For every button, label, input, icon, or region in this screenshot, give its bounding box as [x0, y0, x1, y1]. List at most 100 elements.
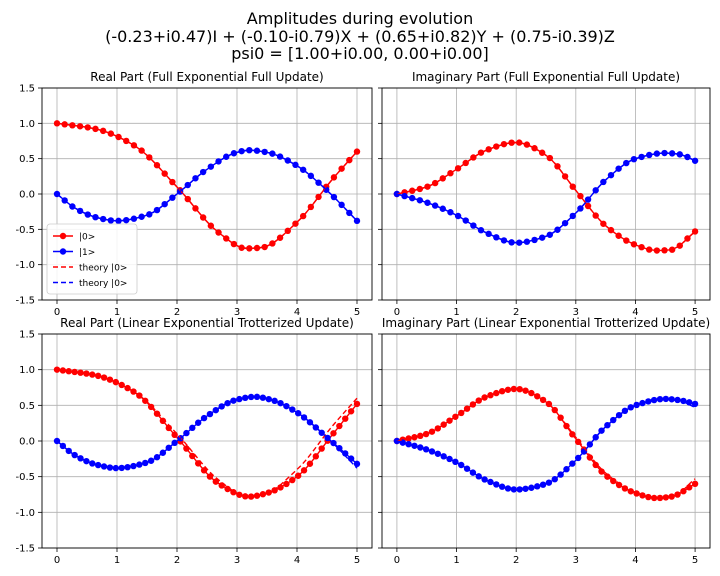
data-point [99, 215, 107, 223]
x-tick-label: 2 [174, 307, 180, 318]
x-tick-label: 3 [573, 307, 579, 318]
x-tick-label: 3 [234, 307, 240, 318]
y-tick-label: 0.0 [19, 190, 35, 201]
data-point [424, 183, 431, 190]
data-point [353, 460, 361, 468]
data-point [422, 430, 430, 438]
plot-area [393, 139, 699, 254]
x-tick-label: 4 [632, 307, 638, 318]
data-point [247, 393, 255, 401]
figure-title: Amplitudes during evolution (-0.23+i0.47… [105, 9, 615, 63]
data-point [610, 477, 617, 485]
x-tick-label: 0 [394, 307, 400, 318]
x-tick-label: 2 [513, 307, 519, 318]
data-point [242, 394, 249, 402]
data-point [615, 481, 623, 489]
data-point [653, 150, 661, 157]
data-point [277, 399, 284, 407]
x-tick-label: 1 [453, 555, 459, 566]
x-tick-label: 2 [174, 555, 180, 566]
series-theory-line [56, 396, 358, 469]
x-tick-label: 1 [114, 307, 120, 318]
series-theory-line [56, 122, 358, 250]
data-point [283, 480, 290, 488]
data-point [416, 185, 424, 193]
suptitle-line-3: psi0 = [1.00+i0.00, 0.00+i0.00] [231, 44, 489, 63]
data-point [656, 494, 664, 502]
legend-entry: |1> [53, 248, 95, 258]
data-point [691, 157, 699, 164]
data-point [452, 458, 459, 466]
data-point [493, 481, 500, 488]
data-point [92, 125, 99, 133]
data-point [212, 478, 220, 485]
data-point [446, 455, 453, 463]
data-point [300, 467, 308, 474]
x-tick-label: 5 [692, 307, 698, 318]
y-tick-label: -1.0 [15, 260, 35, 271]
data-point [100, 463, 108, 470]
legend-label: theory |0> [79, 279, 127, 289]
data-point [686, 484, 693, 491]
data-point [92, 213, 99, 221]
data-point [230, 150, 238, 157]
data-point [147, 403, 155, 411]
data-point [294, 472, 302, 479]
y-tick-label: 1.5 [19, 84, 35, 95]
x-tick-label: 5 [692, 555, 698, 566]
legend-label: |0> [79, 233, 95, 243]
data-point [218, 482, 225, 489]
data-point [493, 143, 500, 150]
data-point [246, 245, 253, 252]
x-tick-label: 3 [234, 555, 240, 566]
data-point [238, 244, 245, 251]
data-point [598, 468, 605, 475]
legend-entry: theory |0> [53, 264, 127, 274]
plot-area [53, 366, 361, 500]
subplot-title: Imaginary Part (Full Exponential Full Up… [412, 70, 680, 84]
x-tick-label: 5 [354, 307, 360, 318]
data-point [289, 476, 296, 484]
data-point [124, 464, 131, 471]
data-point [534, 483, 541, 490]
y-tick-label: 0.5 [19, 401, 35, 412]
data-point [686, 399, 693, 406]
data-point [516, 385, 523, 393]
data-point [336, 445, 343, 452]
data-point [147, 457, 155, 464]
data-point [639, 492, 646, 499]
plot-area [393, 385, 699, 502]
legend-label: |1> [79, 248, 95, 258]
data-point [487, 478, 494, 486]
data-point [189, 452, 196, 460]
x-tick-label: 4 [632, 555, 638, 566]
data-point [508, 239, 515, 246]
series-theory-line [396, 152, 696, 244]
data-point [691, 400, 699, 408]
y-tick-label: -1.0 [15, 508, 35, 519]
data-point [284, 157, 291, 164]
data-point [668, 396, 675, 403]
data-point [627, 488, 634, 495]
series-theory-line [56, 368, 358, 497]
data-point [107, 130, 115, 137]
data-point [592, 461, 599, 469]
legend-entry: |0> [53, 233, 95, 243]
subplot-4: 0 1 2 3 4 5 Imaginary Part (Linear Exponential… [378, 316, 711, 566]
data-point [586, 454, 594, 461]
data-point [292, 161, 299, 169]
data-point [318, 445, 325, 452]
data-point [53, 366, 61, 373]
subplot-2: 0 1 2 3 4 5 Imaginary Part (Full Exponential F… [378, 70, 711, 318]
data-point [630, 155, 638, 163]
data-point [347, 408, 355, 415]
data-point [401, 192, 408, 200]
data-point [247, 493, 255, 500]
data-point [416, 197, 424, 204]
y-tick-label: 1.0 [19, 119, 35, 130]
data-point [510, 486, 518, 493]
data-point [684, 153, 691, 161]
data-point [84, 124, 91, 131]
x-tick-label: 0 [54, 307, 60, 318]
data-point [409, 194, 416, 202]
